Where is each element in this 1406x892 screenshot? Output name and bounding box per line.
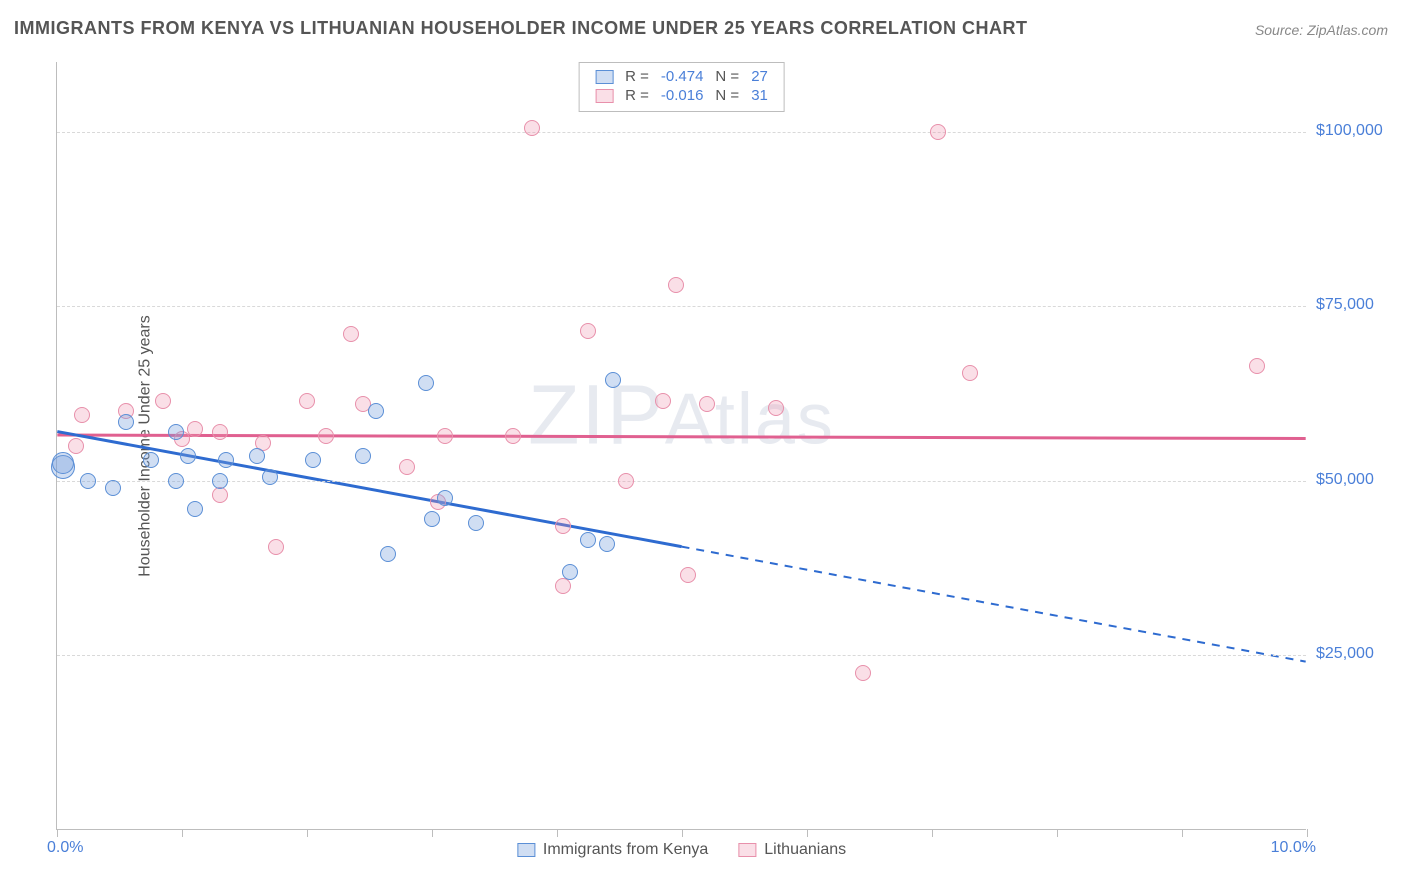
point-lith	[768, 400, 784, 416]
grid-line	[57, 132, 1306, 133]
point-lith	[699, 396, 715, 412]
x-tick	[182, 829, 183, 837]
point-lith	[155, 393, 171, 409]
point-lith	[399, 459, 415, 475]
point-kenya	[599, 536, 615, 552]
grid-line	[57, 655, 1306, 656]
point-kenya	[80, 473, 96, 489]
point-kenya	[180, 448, 196, 464]
legend-label-lith: Lithuanians	[764, 841, 846, 859]
point-lith	[680, 567, 696, 583]
x-tick	[432, 829, 433, 837]
swatch-lith-icon	[738, 843, 756, 857]
x-tick	[932, 829, 933, 837]
swatch-lith	[595, 89, 613, 103]
point-lith	[437, 428, 453, 444]
y-tick-label: $50,000	[1316, 471, 1396, 489]
point-lith	[668, 277, 684, 293]
point-kenya	[355, 448, 371, 464]
point-lith	[580, 323, 596, 339]
legend-row-lith: R = -0.016 N = 31	[589, 86, 774, 105]
point-lith	[212, 487, 228, 503]
point-lith	[505, 428, 521, 444]
point-lith	[618, 473, 634, 489]
point-kenya	[118, 414, 134, 430]
point-lith	[524, 120, 540, 136]
point-kenya	[168, 473, 184, 489]
point-kenya	[380, 546, 396, 562]
point-kenya	[580, 532, 596, 548]
point-kenya	[305, 452, 321, 468]
point-kenya	[468, 515, 484, 531]
point-kenya	[168, 424, 184, 440]
point-lith	[318, 428, 334, 444]
point-kenya	[187, 501, 203, 517]
swatch-kenya-icon	[517, 843, 535, 857]
point-kenya	[143, 452, 159, 468]
x-tick	[1307, 829, 1308, 837]
point-lith	[68, 438, 84, 454]
point-lith	[555, 518, 571, 534]
correlation-legend: R = -0.474 N = 27 R = -0.016 N = 31	[578, 62, 785, 112]
point-lith	[74, 407, 90, 423]
x-tick	[682, 829, 683, 837]
point-lith	[855, 665, 871, 681]
x-tick	[1182, 829, 1183, 837]
point-lith	[187, 421, 203, 437]
y-axis-title: Householder Income Under 25 years	[137, 315, 155, 576]
point-kenya	[424, 511, 440, 527]
x-tick	[57, 829, 58, 837]
legend-row-kenya: R = -0.474 N = 27	[589, 67, 774, 86]
point-lith	[1249, 358, 1265, 374]
point-lith	[930, 124, 946, 140]
chart-title: IMMIGRANTS FROM KENYA VS LITHUANIAN HOUS…	[14, 18, 1028, 39]
source-label: Source: ZipAtlas.com	[1255, 22, 1388, 38]
point-kenya	[562, 564, 578, 580]
watermark: ZIPAtlas	[528, 366, 835, 463]
plot-area: Householder Income Under 25 years ZIPAtl…	[56, 62, 1306, 830]
x-tick	[1057, 829, 1058, 837]
point-kenya	[437, 490, 453, 506]
series-legend: Immigrants from Kenya Lithuanians	[517, 841, 846, 859]
y-tick-label: $75,000	[1316, 296, 1396, 314]
x-tick	[307, 829, 308, 837]
point-lith	[299, 393, 315, 409]
point-kenya	[605, 372, 621, 388]
point-kenya	[105, 480, 121, 496]
point-lith	[212, 424, 228, 440]
x-tick	[557, 829, 558, 837]
point-lith	[655, 393, 671, 409]
trend-lines	[57, 62, 1306, 829]
point-kenya	[218, 452, 234, 468]
grid-line	[57, 481, 1306, 482]
x-tick	[807, 829, 808, 837]
point-lith	[555, 578, 571, 594]
y-tick-label: $100,000	[1316, 122, 1396, 140]
point-kenya	[418, 375, 434, 391]
point-kenya	[368, 403, 384, 419]
point-lith	[343, 326, 359, 342]
point-lith	[962, 365, 978, 381]
point-kenya	[212, 473, 228, 489]
swatch-kenya	[595, 70, 613, 84]
legend-label-kenya: Immigrants from Kenya	[543, 841, 708, 859]
y-tick-label: $25,000	[1316, 645, 1396, 663]
point-lith	[268, 539, 284, 555]
point-kenya	[52, 452, 74, 474]
point-kenya	[262, 469, 278, 485]
grid-line	[57, 306, 1306, 307]
x-axis-label-left: 0.0%	[47, 839, 83, 857]
x-axis-label-right: 10.0%	[1271, 839, 1316, 857]
point-kenya	[249, 448, 265, 464]
